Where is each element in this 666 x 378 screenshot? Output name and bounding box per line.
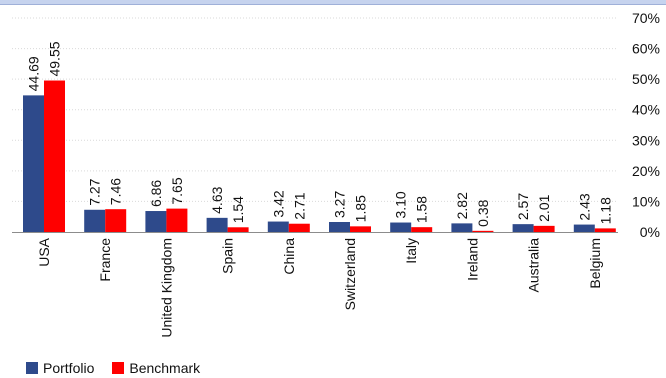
y-axis: 0% 10% 20% 30% 40% 50% 60% 70% [12,10,660,240]
y-tick-label: 60% [632,41,660,57]
y-tick-label: 40% [632,102,660,118]
legend-swatch-portfolio [26,362,38,374]
bar-portfolio-spain [206,217,228,232]
y-tick-label: 30% [632,132,660,148]
data-label: 1.58 [414,196,430,223]
legend-item-benchmark: Benchmark [112,360,200,376]
bar-benchmark-france [105,209,127,232]
header-band [0,0,666,5]
legend: Portfolio Benchmark [26,360,218,376]
x-tick-label: United Kingdom [158,238,174,338]
legend-label-portfolio: Portfolio [43,360,95,376]
bar-portfolio-usa [23,95,44,233]
x-tick-label: USA [36,237,52,266]
bars [23,80,616,233]
bar-portfolio-ireland [451,223,473,232]
bar-portfolio-australia [512,224,534,232]
data-label: 44.69 [26,56,42,91]
data-label: 6.86 [148,180,164,207]
data-label: 3.27 [332,191,348,218]
bar-portfolio-switzerland [329,222,350,232]
y-tick-label: 10% [632,193,660,209]
data-label: 4.63 [209,186,225,213]
x-tick-label: China [281,238,297,275]
x-tick-label: Australia [526,238,542,293]
data-label: 49.55 [47,41,63,76]
data-label: 7.65 [169,177,185,204]
bar-portfolio-china [267,221,289,232]
bar-benchmark-italy [411,227,433,232]
bar-portfolio-france [84,209,106,232]
y-tick-label: 70% [632,10,660,26]
bar-benchmark-ireland [472,230,494,232]
y-tick-label: 0% [640,224,660,240]
data-label: 2.43 [576,193,592,220]
gridlines [12,17,618,202]
data-labels: 44.69 49.55 7.27 7.46 6.86 7.65 4.63 1.54 3.42 2.… [26,41,614,227]
y-tick-label: 20% [632,163,660,179]
bar-portfolio-united-kingdom [145,211,167,232]
bar-benchmark-usa [44,80,65,232]
x-tick-label: France [97,238,113,282]
data-label: 1.18 [597,197,613,224]
bar-portfolio-italy [390,222,412,232]
x-tick-label: Belgium [587,238,603,289]
x-axis-labels: USA France United Kingdom Spain China Switzer… [36,237,603,337]
data-label: 2.57 [515,193,531,220]
data-label: 7.46 [108,178,124,205]
legend-swatch-benchmark [112,362,125,374]
bar-benchmark-switzerland [350,226,371,232]
data-label: 3.42 [270,190,286,217]
bar-benchmark-australia [533,225,555,232]
bar-benchmark-china [288,223,310,232]
data-label: 2.82 [454,192,470,219]
data-label: 1.54 [230,196,246,223]
data-label: 3.10 [393,191,409,218]
x-tick-label: Ireland [464,238,480,281]
y-tick-label: 50% [632,71,660,87]
bar-benchmark-united-kingdom [166,208,188,232]
legend-label-benchmark: Benchmark [129,360,201,376]
legend-item-portfolio: Portfolio [26,360,94,376]
data-label: 7.27 [87,178,103,205]
bar-benchmark-belgium [594,228,616,232]
bar-benchmark-spain [227,227,249,232]
data-label: 2.71 [291,192,307,219]
bar-portfolio-belgium [573,224,595,232]
data-label: 2.01 [536,194,552,221]
x-tick-label: Spain [220,238,236,274]
data-label: 1.85 [353,195,369,222]
x-tick-label: Italy [403,238,419,264]
data-label: 0.38 [475,199,491,226]
x-tick-label: Switzerland [342,238,358,310]
